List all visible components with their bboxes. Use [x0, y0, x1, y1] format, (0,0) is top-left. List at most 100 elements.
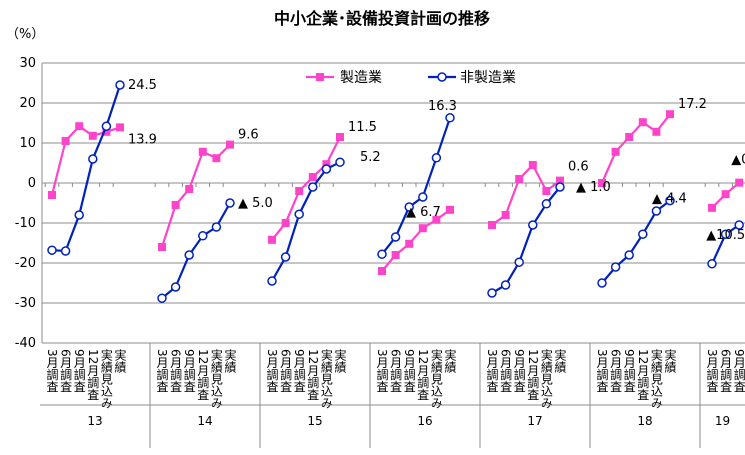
year-label: 15 — [307, 414, 322, 428]
data-point — [157, 293, 167, 303]
data-point — [445, 113, 455, 123]
data-point — [500, 280, 511, 290]
data-point — [198, 147, 207, 156]
data-point — [625, 133, 634, 141]
x-category-label: 3月調査 — [595, 349, 609, 393]
x-category-label: 3月調査 — [705, 349, 719, 393]
data-label: ▲ 4.4 — [652, 192, 687, 207]
data-point — [431, 153, 442, 163]
data-point — [611, 147, 620, 156]
data-label: 13.9 — [128, 132, 157, 147]
data-point — [488, 221, 496, 229]
data-point — [598, 179, 606, 187]
x-category-label: 実績 — [663, 348, 677, 374]
y-tick-label: 10 — [19, 136, 36, 151]
data-point — [211, 222, 222, 232]
data-point — [88, 131, 97, 140]
x-category-label: 9月調査 — [622, 349, 636, 393]
data-point — [665, 195, 675, 206]
x-category-label: 6月調査 — [279, 349, 293, 393]
data-point — [61, 137, 70, 145]
x-category-label: 12月調査 — [636, 349, 650, 400]
data-label: ▲0.1 — [731, 152, 745, 167]
data-point — [528, 220, 538, 230]
data-point — [60, 246, 71, 256]
data-point — [115, 80, 125, 90]
data-point — [624, 250, 634, 260]
x-category-label: 実績 — [553, 348, 567, 374]
data-point — [335, 157, 345, 167]
axes — [41, 63, 745, 344]
data-point — [515, 175, 524, 183]
data-point — [280, 252, 291, 262]
data-label: ▲ 5.0 — [238, 196, 273, 211]
data-point — [226, 140, 234, 149]
x-category-label: 3月調査 — [155, 349, 169, 393]
series-non-manufacturing — [47, 80, 744, 303]
data-point — [514, 257, 524, 267]
x-category-label: 12月調査 — [306, 349, 320, 400]
series-line — [51, 84, 122, 253]
x-category-label: 実績見込み — [99, 348, 113, 409]
data-point — [267, 276, 277, 286]
data-label: 16.3 — [428, 99, 457, 114]
data-point — [666, 110, 674, 119]
data-point — [171, 201, 180, 209]
x-category-label: 3月調査 — [265, 349, 279, 393]
data-point — [102, 127, 111, 136]
data-point — [652, 127, 661, 136]
data-point — [47, 245, 57, 255]
year-label: 13 — [87, 414, 102, 428]
x-category-label: 3月調査 — [45, 349, 59, 393]
data-point — [295, 187, 304, 195]
x-category-label: 実績見込み — [539, 348, 553, 409]
data-label: ▲ 6.7 — [406, 205, 441, 220]
data-point — [170, 282, 181, 292]
data-point — [321, 164, 332, 174]
x-category-label: 9月調査 — [512, 349, 526, 393]
year-label: 16 — [417, 414, 432, 428]
data-point — [734, 220, 744, 230]
x-category-label: 12月調査 — [416, 349, 430, 400]
data-point — [651, 206, 662, 216]
legend-label-manufacturing: 製造業 — [340, 70, 382, 86]
data-point — [638, 229, 648, 239]
x-category-label: 3月調査 — [485, 349, 499, 393]
data-point — [48, 191, 56, 199]
data-label: 0.6 — [568, 160, 589, 175]
data-point — [116, 123, 124, 132]
x-category-label: 12月調査 — [86, 349, 100, 400]
x-category-label: 実績見込み — [319, 348, 333, 409]
y-tick-labels: 30 20 10 0 -10 -20 -30 -40 — [15, 56, 36, 351]
legend: 製造業 非製造業 — [306, 70, 516, 86]
data-label: 17.2 — [678, 97, 707, 112]
data-point — [555, 182, 565, 192]
y-tick-label: -30 — [15, 296, 36, 311]
data-point — [184, 250, 194, 260]
data-point — [322, 160, 331, 169]
year-label: 14 — [197, 414, 212, 428]
data-point — [74, 210, 84, 220]
data-point — [597, 278, 607, 288]
data-point — [735, 178, 744, 187]
data-point — [198, 231, 208, 241]
x-category-label: 9月調査 — [402, 349, 416, 393]
data-labels: 24.5 13.9 9.6 ▲ 5.0 11.5 5.2 16.3 ▲ 6.7 0.6 ▲ 1.0… — [128, 78, 745, 243]
data-point — [185, 185, 194, 193]
data-point — [405, 239, 414, 248]
year-label: 18 — [637, 414, 652, 428]
data-label: 24.5 — [128, 78, 157, 93]
data-point — [487, 288, 497, 298]
data-point — [404, 202, 414, 212]
data-point — [528, 161, 537, 169]
series-layer — [47, 80, 744, 303]
data-point — [158, 243, 166, 251]
x-category-label: 9月調査 — [292, 349, 306, 393]
x-category-label: 6月調査 — [609, 349, 623, 393]
data-point — [377, 249, 387, 259]
data-point — [720, 229, 731, 239]
data-point — [378, 267, 386, 275]
data-point — [281, 219, 290, 227]
